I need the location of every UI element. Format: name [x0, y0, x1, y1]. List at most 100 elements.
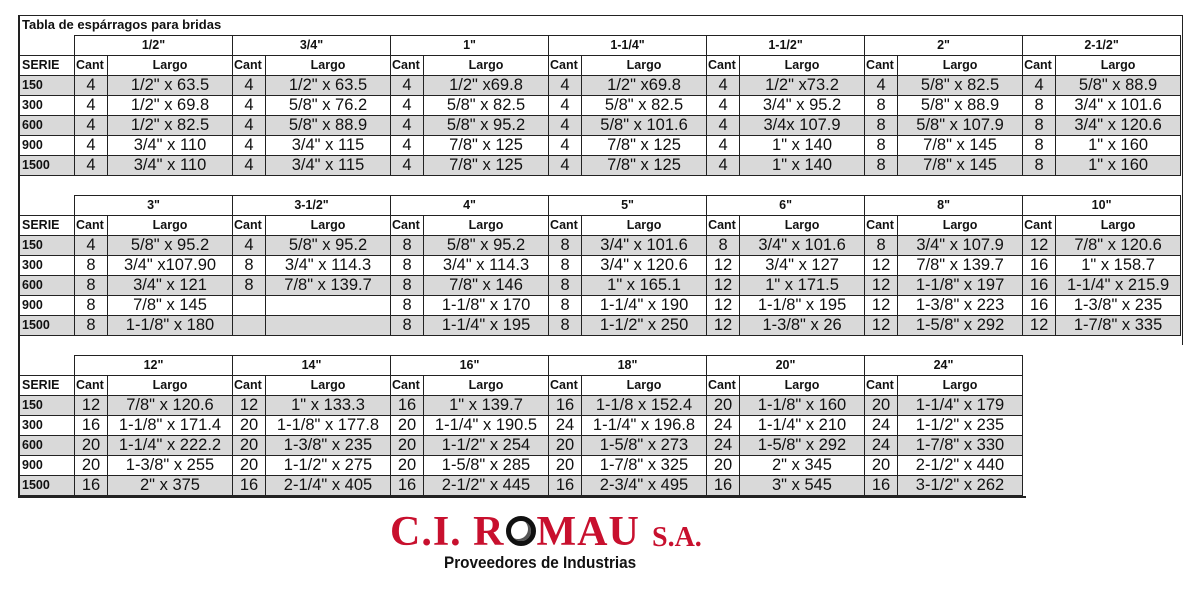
largo-cell: 1-7/8" x 335 — [1055, 315, 1182, 336]
largo-cell: 1-7/8" x 325 — [581, 455, 707, 476]
cant-cell: 4 — [706, 155, 741, 176]
cant-cell: 4 — [548, 135, 583, 156]
logo-company-name: C.I. R MAU — [390, 510, 640, 554]
largo-cell: 1-1/4" x 222.2 — [107, 435, 233, 456]
cant-cell: 12 — [864, 295, 899, 316]
largo-header: Largo — [422, 55, 550, 76]
cant-cell: 20 — [390, 415, 424, 436]
serie-cell: 600 — [19, 435, 75, 456]
cant-cell: 8 — [864, 95, 899, 116]
cant-header: Cant — [232, 55, 266, 76]
cant-cell: 16 — [1022, 255, 1057, 276]
largo-cell: 1/2" x73.2 — [739, 75, 866, 96]
largo-cell: 1-3/8" x 235 — [1055, 295, 1182, 316]
flange-size-header: 1-1/4" — [548, 35, 708, 56]
largo-cell: 1-1/8 x 152.4 — [581, 395, 707, 416]
table-row: 300 4 1/2" x 69.8 4 5/8" x 76.2 4 5/8" x 82.5 4… — [19, 95, 1182, 116]
largo-cell: 5/8" x 82.5 — [422, 95, 550, 116]
cant-cell: 8 — [548, 235, 583, 256]
flange-size-header: 6" — [706, 195, 866, 216]
largo-cell: 5/8" x 95.2 — [423, 235, 550, 256]
largo-cell: 1-1/4" x 210 — [739, 415, 865, 436]
cant-cell: 16 — [232, 475, 266, 496]
largo-cell: 3/4" x 110 — [107, 135, 233, 156]
cant-cell: 12 — [706, 315, 741, 336]
largo-cell: 3/4" x 115 — [265, 155, 391, 176]
cant-header: Cant — [74, 375, 108, 396]
cant-header: Cant — [232, 215, 267, 236]
cant-cell: 8 — [390, 275, 425, 296]
largo-cell: 7/8" x 146 — [423, 275, 550, 296]
cant-cell: 4 — [232, 155, 266, 176]
largo-cell: 7/8" x 145 — [897, 135, 1024, 156]
cant-cell: 16 — [864, 475, 898, 496]
serie-cell: 150 — [19, 75, 75, 96]
cant-cell: 4 — [1022, 75, 1057, 96]
cant-header: Cant — [864, 55, 899, 76]
cant-cell: 16 — [390, 475, 424, 496]
cant-cell: 4 — [390, 95, 424, 116]
flange-size-header: 8" — [864, 195, 1024, 216]
cant-cell: 4 — [232, 75, 266, 96]
table-row: 150 12 7/8" x 120.6 12 1" x 133.3 16 1" x 139.… — [19, 395, 1023, 416]
largo-cell: 1-1/2" x 235 — [897, 415, 1023, 436]
table-row: 600 8 3/4" x 121 8 7/8" x 139.7 8 7/8" x 146 8 1… — [19, 275, 1182, 296]
largo-cell: 1-5/8" x 273 — [581, 435, 707, 456]
cant-cell: 4 — [706, 115, 741, 136]
table-row: 300 8 3/4" x107.90 8 3/4" x 114.3 8 3/4" x 114… — [19, 255, 1182, 276]
cant-cell: 8 — [864, 155, 899, 176]
largo-header: Largo — [581, 215, 708, 236]
largo-header: Largo — [423, 375, 549, 396]
cant-cell: 8 — [74, 275, 108, 296]
largo-header: Largo — [423, 215, 550, 236]
cant-header: Cant — [232, 375, 266, 396]
cant-cell: 8 — [864, 135, 899, 156]
serie-cell: 600 — [19, 275, 75, 296]
largo-cell: 3" x 545 — [739, 475, 865, 496]
largo-cell: 3/4" x 115 — [265, 135, 391, 156]
largo-cell: 2-1/2" x 445 — [423, 475, 549, 496]
cant-cell: 8 — [548, 275, 583, 296]
cant-cell: 12 — [706, 255, 741, 276]
largo-cell: 3/4" x 114.3 — [265, 255, 392, 276]
serie-cell: 150 — [19, 235, 75, 256]
cant-cell: 8 — [706, 235, 741, 256]
cant-cell: 16 — [1022, 275, 1057, 296]
cant-header: Cant — [706, 215, 741, 236]
cant-cell: 8 — [390, 235, 425, 256]
largo-cell: 1" x 165.1 — [581, 275, 708, 296]
table-row: 900 20 1-3/8" x 255 20 1-1/2" x 275 20 1-5/8" … — [19, 455, 1023, 476]
largo-header: Largo — [1055, 215, 1182, 236]
largo-cell: 3/4" x 127 — [739, 255, 866, 276]
flange-size-header: 16" — [390, 355, 549, 376]
cant-header: Cant — [390, 375, 424, 396]
largo-header: Largo — [107, 375, 233, 396]
largo-cell: 1-1/4" x 190.5 — [423, 415, 549, 436]
cant-cell: 12 — [232, 395, 266, 416]
cant-cell: 8 — [390, 255, 425, 276]
largo-cell: 3/4" x 95.2 — [739, 95, 866, 116]
cant-header: Cant — [1022, 215, 1057, 236]
flange-size-header: 10" — [1022, 195, 1182, 216]
largo-cell: 2-1/4" x 405 — [265, 475, 391, 496]
cant-cell: 4 — [74, 115, 108, 136]
largo-header: Largo — [106, 215, 234, 236]
serie-cell: 1500 — [19, 475, 75, 496]
table-row: 150 4 5/8" x 95.2 4 5/8" x 95.2 8 5/8" x 95.2 8… — [19, 235, 1182, 256]
largo-cell: 5/8" x 107.9 — [897, 115, 1024, 136]
cant-cell: 4 — [74, 95, 108, 116]
flange-size-header: 24" — [864, 355, 1023, 376]
largo-cell: 1-1/8" x 180 — [106, 315, 234, 336]
largo-cell: 1-1/4" x 196.8 — [581, 415, 707, 436]
largo-cell: 1/2" x 63.5 — [265, 75, 391, 96]
cant-header: Cant — [864, 375, 898, 396]
serie-cell: 900 — [19, 135, 75, 156]
corner-cell — [19, 35, 75, 56]
cant-cell: 4 — [232, 95, 266, 116]
cant-cell: 8 — [1022, 135, 1057, 156]
cant-cell: 4 — [548, 155, 583, 176]
largo-cell: 1-1/2" x 250 — [581, 315, 708, 336]
flange-size-header: 2" — [864, 35, 1024, 56]
company-logo: C.I. R MAU S.A. Proveedores de Industrias — [390, 510, 730, 580]
cant-header: Cant — [390, 55, 424, 76]
